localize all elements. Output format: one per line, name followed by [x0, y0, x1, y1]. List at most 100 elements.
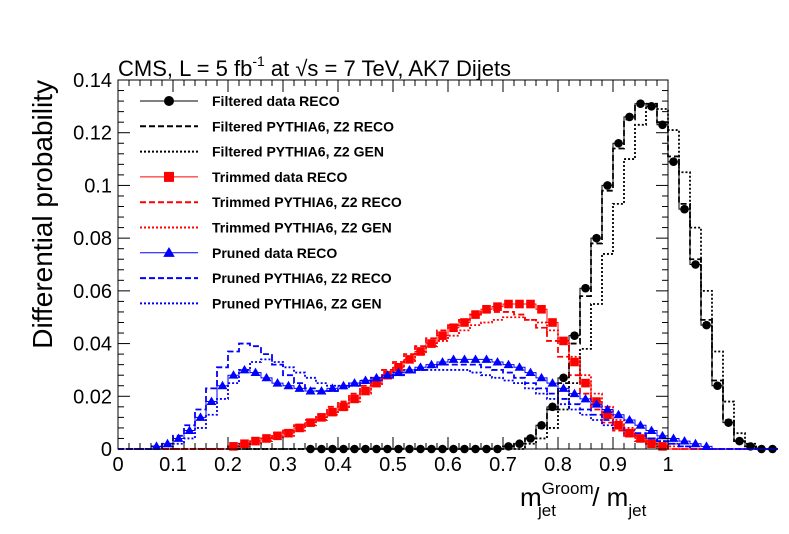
data-point-pruned-data-reco: [404, 364, 415, 374]
data-point-trimmed-data-reco: [625, 428, 634, 438]
x-tick-label: 0.5: [379, 454, 407, 476]
data-point-pruned-data-reco: [635, 420, 646, 429]
data-point-trimmed-data-reco: [427, 339, 436, 348]
legend-entry-pruned-data-reco: Pruned data RECO: [140, 245, 337, 261]
data-point-trimmed-data-reco: [361, 386, 370, 396]
data-point-trimmed-data-reco: [581, 378, 590, 388]
series-line-trimmed-pythia6-z2-reco: [118, 311, 778, 450]
data-point-filtered-data-reco: [614, 138, 623, 148]
data-point-filtered-data-reco: [724, 418, 733, 427]
data-point-filtered-data-reco: [691, 260, 700, 269]
data-point-filtered-data-reco: [669, 157, 678, 167]
x-tick-label: 0: [112, 454, 123, 476]
x-tick-label: 0.4: [324, 454, 352, 476]
data-point-pruned-data-reco: [206, 396, 217, 406]
title-mid: at: [265, 56, 296, 81]
data-point-trimmed-data-reco: [493, 302, 502, 311]
data-point-pruned-data-reco: [503, 359, 514, 369]
legend-entry-filtered-pythia6-z2-gen: Filtered PYTHIA6, Z2 GEN: [140, 144, 384, 160]
legend-label: Filtered PYTHIA6, Z2 RECO: [212, 118, 394, 134]
y-tick-label: 0.08: [73, 228, 112, 250]
title-tail: = 7 TeV, AK7 Dijets: [318, 56, 511, 81]
data-point-pruned-data-reco: [701, 441, 712, 450]
data-point-trimmed-data-reco: [328, 407, 337, 417]
legend-label: Trimmed data RECO: [212, 169, 347, 185]
data-point-pruned-data-reco: [470, 354, 481, 363]
data-point-trimmed-data-reco: [262, 434, 271, 443]
data-point-pruned-data-reco: [646, 425, 657, 435]
data-point-trimmed-data-reco: [416, 347, 425, 356]
legend-label: Pruned PYTHIA6, Z2 GEN: [212, 295, 382, 311]
data-point-filtered-data-reco: [515, 439, 524, 449]
data-point-pruned-data-reco: [261, 372, 272, 382]
data-point-filtered-data-reco: [592, 233, 601, 243]
data-point-pruned-data-reco: [217, 380, 228, 390]
data-point-pruned-data-reco: [184, 425, 195, 435]
data-point-pruned-data-reco: [371, 372, 382, 382]
data-point-pruned-data-reco: [481, 354, 492, 363]
data-point-trimmed-data-reco: [251, 436, 260, 446]
data-point-pruned-data-reco: [602, 404, 613, 413]
series-line-pruned-data-reco: [118, 358, 778, 450]
data-point-filtered-data-reco: [680, 204, 689, 214]
data-point-trimmed-data-reco: [394, 362, 403, 372]
data-point-trimmed-data-reco: [471, 310, 480, 319]
data-point-trimmed-data-reco: [460, 318, 469, 327]
legend-label: Filtered PYTHIA6, Z2 GEN: [212, 144, 384, 160]
data-point-trimmed-data-reco: [229, 442, 238, 451]
legend-label: Pruned PYTHIA6, Z2 RECO: [212, 270, 392, 286]
x-tick-label: 0.1: [159, 454, 187, 476]
data-point-pruned-data-reco: [393, 367, 404, 377]
data-point-pruned-data-reco: [525, 367, 536, 377]
data-point-filtered-data-reco: [625, 112, 634, 122]
series-line-pruned-pythia6-z2-reco: [118, 342, 778, 450]
data-point-trimmed-data-reco: [438, 331, 447, 340]
y-tick-label: 0: [101, 439, 112, 461]
data-point-pruned-data-reco: [327, 383, 338, 392]
data-point-pruned-data-reco: [283, 380, 294, 390]
legend-entry-pruned-pythia6-z2-gen: Pruned PYTHIA6, Z2 GEN: [140, 295, 382, 311]
data-point-pruned-data-reco: [492, 357, 503, 366]
data-point-pruned-data-reco: [239, 364, 250, 374]
x-tick-label: 1: [662, 454, 673, 476]
legend-label: Trimmed PYTHIA6, Z2 GEN: [212, 220, 392, 236]
title-sqrt: √s: [295, 56, 318, 81]
data-point-trimmed-data-reco: [449, 323, 458, 333]
data-point-filtered-data-reco: [559, 373, 568, 383]
data-point-pruned-data-reco: [624, 415, 635, 424]
data-point-trimmed-data-reco: [350, 394, 359, 404]
data-point-pruned-data-reco: [272, 378, 283, 387]
legend-label: Pruned data RECO: [212, 245, 337, 261]
data-point-trimmed-data-reco: [482, 305, 491, 314]
data-point-trimmed-data-reco: [570, 357, 579, 367]
data-point-pruned-data-reco: [591, 399, 602, 408]
data-point-filtered-data-reco: [636, 99, 645, 109]
series-pruned-data-reco: [118, 354, 778, 450]
data-point-pruned-data-reco: [657, 430, 668, 440]
data-point-pruned-data-reco: [294, 383, 305, 392]
legend-label: Filtered data RECO: [212, 93, 340, 109]
data-point-trimmed-data-reco: [273, 431, 282, 441]
data-point-pruned-data-reco: [459, 354, 470, 363]
data-point-pruned-data-reco: [690, 438, 701, 448]
legend-entry-filtered-data-reco: Filtered data RECO: [140, 93, 340, 109]
data-point-trimmed-data-reco: [636, 434, 645, 443]
axes: 0 0.1 0.2 0.3 0.4 0.5 0.6 0.7 0.8 0.9 1 0 0.02 0.04 0.…: [73, 70, 674, 476]
legend: Filtered data RECO Filtered PYTHIA6, Z2 R…: [140, 93, 402, 311]
data-point-pruned-data-reco: [426, 359, 437, 369]
y-tick-label: 0.12: [73, 123, 112, 145]
data-point-pruned-data-reco: [448, 354, 459, 363]
x-tick-label: 0.2: [214, 454, 242, 476]
data-point-pruned-data-reco: [536, 372, 547, 382]
data-point-pruned-data-reco: [668, 433, 679, 442]
title-sup: -1: [252, 53, 265, 69]
data-point-pruned-data-reco: [514, 362, 525, 371]
data-point-filtered-data-reco: [537, 420, 546, 430]
data-point-trimmed-data-reco: [405, 355, 414, 364]
data-point-filtered-data-reco: [647, 102, 656, 111]
y-tick-label: 0.02: [73, 386, 112, 408]
legend-entry-trimmed-pythia6-z2-gen: Trimmed PYTHIA6, Z2 GEN: [140, 220, 392, 236]
data-point-pruned-data-reco: [305, 386, 316, 395]
data-point-trimmed-data-reco: [504, 299, 513, 309]
